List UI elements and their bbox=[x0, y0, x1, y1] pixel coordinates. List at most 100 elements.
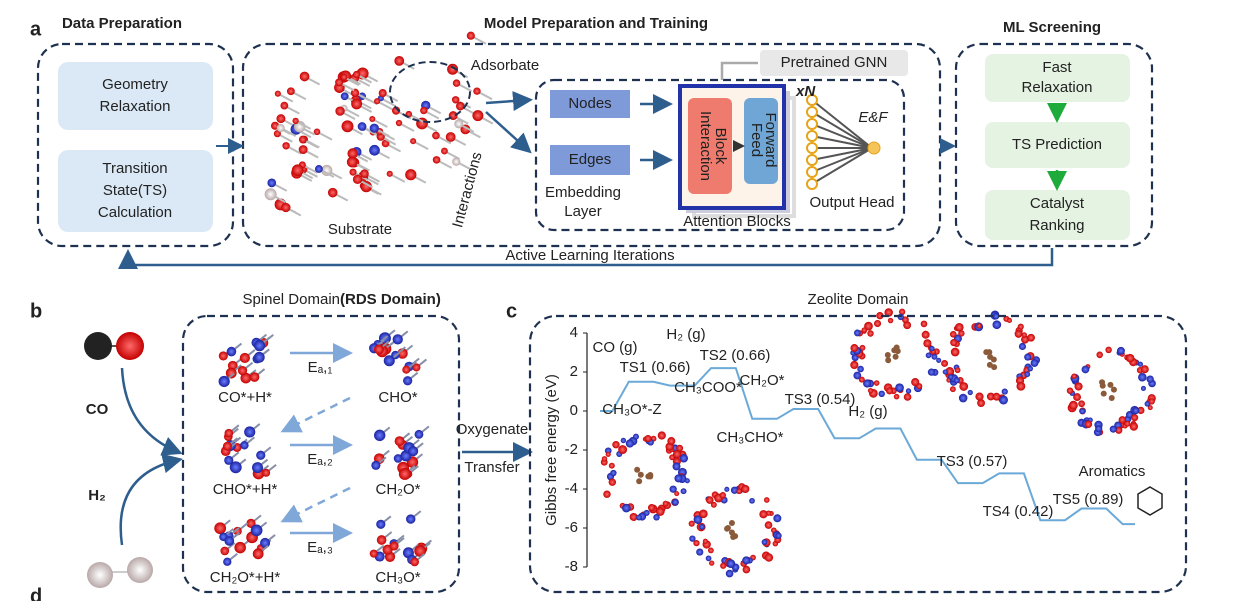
atom bbox=[693, 540, 700, 547]
illustrations bbox=[84, 31, 1163, 588]
atom bbox=[253, 351, 265, 363]
label: Oxygenate bbox=[456, 421, 529, 438]
atom bbox=[1024, 371, 1031, 378]
atom bbox=[1124, 420, 1131, 427]
label: Edges bbox=[569, 151, 612, 168]
label: TS5 (0.89) bbox=[1053, 491, 1124, 508]
atom bbox=[398, 468, 411, 480]
atom bbox=[719, 492, 726, 499]
label: Attention Blocks bbox=[683, 213, 791, 230]
atom bbox=[726, 559, 736, 568]
atom bbox=[335, 78, 344, 87]
atom bbox=[992, 392, 1001, 401]
atom bbox=[709, 560, 715, 566]
y-tick-label: -2 bbox=[565, 441, 578, 458]
atom bbox=[381, 139, 390, 148]
label: Output Head bbox=[809, 194, 894, 211]
neuron bbox=[806, 118, 818, 130]
atom bbox=[1016, 381, 1026, 391]
atom bbox=[975, 392, 984, 401]
atom bbox=[327, 187, 338, 198]
atom bbox=[352, 70, 361, 79]
atom bbox=[1108, 394, 1115, 401]
atom bbox=[383, 355, 395, 367]
label: Adsorbate bbox=[471, 57, 539, 74]
atom bbox=[1030, 359, 1039, 367]
atom bbox=[441, 147, 448, 155]
atom bbox=[724, 524, 731, 531]
label: Embedding bbox=[545, 184, 621, 201]
atom bbox=[955, 322, 964, 332]
neuron bbox=[806, 94, 818, 106]
atom bbox=[699, 523, 705, 530]
atom bbox=[876, 311, 884, 320]
atom bbox=[684, 478, 690, 484]
atom bbox=[1066, 387, 1074, 394]
atom bbox=[1138, 372, 1147, 382]
atom bbox=[410, 138, 417, 145]
atom bbox=[633, 433, 639, 440]
step-box bbox=[985, 122, 1130, 168]
atom bbox=[222, 441, 232, 451]
section-box bbox=[528, 314, 1188, 594]
label: TS3 (0.54) bbox=[785, 391, 856, 408]
atom bbox=[885, 357, 892, 364]
atom bbox=[958, 393, 968, 403]
label: Nodes bbox=[568, 95, 611, 112]
section-title: Zeolite Domain bbox=[808, 291, 909, 308]
step-box bbox=[985, 54, 1130, 102]
atom bbox=[741, 484, 750, 494]
atom bbox=[610, 469, 617, 477]
atom bbox=[644, 434, 652, 443]
atom bbox=[1131, 414, 1139, 422]
atom bbox=[1117, 346, 1125, 355]
atom bbox=[645, 473, 652, 480]
atom bbox=[394, 55, 405, 66]
atom bbox=[672, 462, 681, 471]
atom bbox=[710, 501, 717, 508]
atom bbox=[447, 63, 459, 75]
atom bbox=[925, 352, 932, 359]
neuron bbox=[806, 106, 818, 118]
bond bbox=[811, 135, 873, 149]
atom bbox=[256, 450, 266, 460]
atom bbox=[314, 165, 323, 173]
atom bbox=[887, 317, 894, 324]
label: State(TS) bbox=[103, 182, 167, 199]
section-title: ML Screening bbox=[1003, 19, 1101, 36]
atom bbox=[696, 548, 704, 556]
gnn-box bbox=[534, 78, 906, 232]
atom bbox=[392, 334, 403, 345]
atom bbox=[850, 344, 859, 352]
atom bbox=[761, 539, 768, 545]
atom bbox=[264, 188, 277, 201]
atom bbox=[252, 462, 264, 474]
atom bbox=[941, 359, 949, 367]
label: Substrate bbox=[328, 221, 392, 238]
atom bbox=[669, 485, 677, 493]
atom bbox=[863, 379, 872, 388]
atom bbox=[280, 101, 289, 110]
atom bbox=[276, 114, 286, 124]
atom bbox=[987, 353, 994, 360]
label: Active Learning Iterations bbox=[505, 247, 674, 264]
atom bbox=[1071, 373, 1077, 379]
atom bbox=[992, 313, 1000, 320]
atom bbox=[389, 541, 399, 551]
panel-label: b bbox=[30, 300, 42, 322]
atom bbox=[884, 308, 893, 317]
atom bbox=[369, 144, 380, 156]
label: Aromatics bbox=[1079, 463, 1146, 480]
label: Fast bbox=[1042, 59, 1072, 76]
atom bbox=[927, 368, 936, 376]
atom bbox=[867, 387, 874, 394]
atom bbox=[672, 449, 682, 459]
atom bbox=[402, 365, 411, 374]
atom bbox=[1074, 382, 1083, 391]
atom bbox=[705, 555, 712, 562]
label: Feed bbox=[748, 123, 765, 157]
atom bbox=[850, 360, 859, 370]
atom bbox=[983, 349, 990, 356]
atom bbox=[432, 156, 441, 164]
atom bbox=[352, 174, 363, 185]
